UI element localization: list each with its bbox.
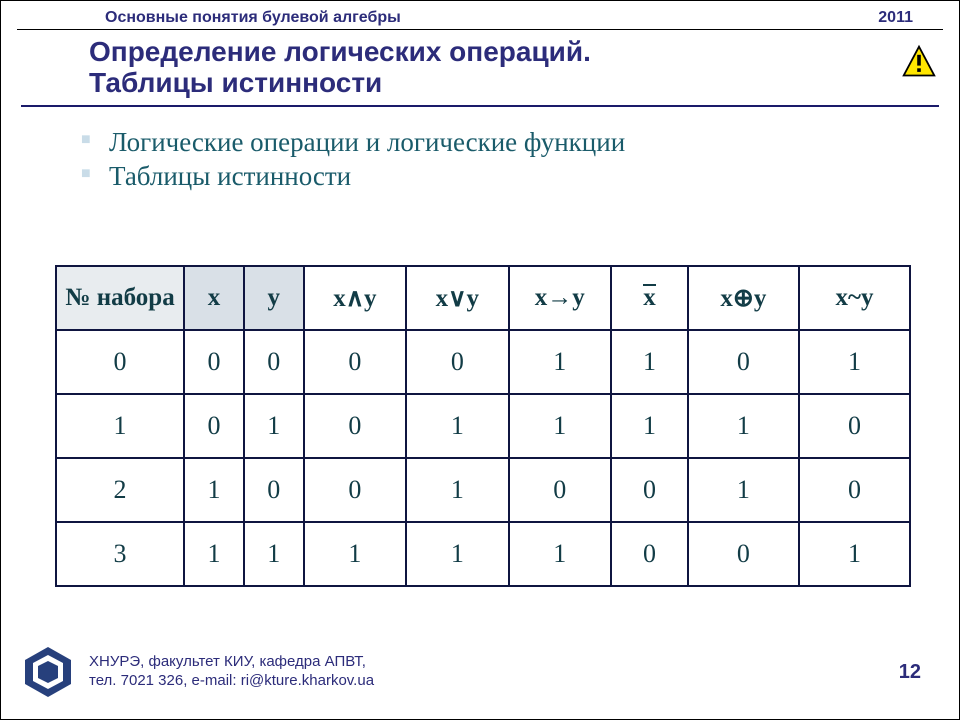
bullet-2: Таблицы истинности [81, 161, 913, 191]
table-row: 2 1 0 0 1 0 0 1 0 [56, 458, 910, 522]
cell: 0 [406, 330, 508, 394]
slide-title: Определение логических операций. Таблицы… [89, 36, 591, 99]
bullet-1: Логические операции и логические функции [81, 127, 913, 157]
cell: 1 [184, 458, 244, 522]
cell: 0 [688, 522, 799, 586]
page-number: 12 [899, 661, 921, 684]
footer-line-2: тел. 7021 326, e-mail: ri@kture.kharkov.… [89, 672, 374, 691]
title-block: Определение логических операций. Таблицы… [1, 30, 959, 105]
header-left: Основные понятия булевой алгебры [105, 9, 401, 27]
cell: 1 [688, 394, 799, 458]
cell: 0 [799, 458, 910, 522]
cell: 1 [509, 330, 611, 394]
cell: 1 [799, 522, 910, 586]
col-not-x: x [611, 266, 688, 330]
cell: 1 [799, 330, 910, 394]
table-row: 3 1 1 1 1 1 0 0 1 [56, 522, 910, 586]
cell: 1 [611, 330, 688, 394]
cell: 1 [244, 394, 304, 458]
table-header-row: № набора x y x∧y x∨y x→y x x⊕y x~y [56, 266, 910, 330]
cell: 0 [56, 330, 184, 394]
content: Логические операции и логические функции… [1, 105, 959, 191]
cell: 0 [304, 458, 406, 522]
cell: 3 [56, 522, 184, 586]
cell: 1 [304, 522, 406, 586]
footer-line-1: ХНУРЭ, факультет КИУ, кафедра АПВТ, [89, 653, 374, 672]
title-line-2: Таблицы истинности [89, 67, 591, 98]
cell: 0 [611, 522, 688, 586]
cell: 0 [244, 330, 304, 394]
title-divider [21, 105, 939, 107]
cell: 0 [688, 330, 799, 394]
cell: 1 [406, 458, 508, 522]
org-logo-icon [21, 645, 75, 699]
cell: 0 [509, 458, 611, 522]
footer-left: ХНУРЭ, факультет КИУ, кафедра АПВТ, тел.… [21, 645, 374, 699]
col-impl: x→y [509, 266, 611, 330]
cell: 0 [304, 330, 406, 394]
truth-table-wrap: № набора x y x∧y x∨y x→y x x⊕y x~y 0 0 0… [55, 265, 911, 587]
col-and: x∧y [304, 266, 406, 330]
header-right: 2011 [878, 9, 913, 27]
cell: 1 [688, 458, 799, 522]
not-x-symbol: x [643, 284, 656, 312]
warning-icon [901, 44, 937, 80]
cell: 0 [799, 394, 910, 458]
cell: 1 [406, 522, 508, 586]
title-line-1: Определение логических операций. [89, 36, 591, 67]
cell: 1 [611, 394, 688, 458]
cell: 0 [244, 458, 304, 522]
cell: 0 [184, 394, 244, 458]
cell: 1 [509, 522, 611, 586]
cell: 2 [56, 458, 184, 522]
col-x: x [184, 266, 244, 330]
footer-text: ХНУРЭ, факультет КИУ, кафедра АПВТ, тел.… [89, 653, 374, 691]
cell: 0 [611, 458, 688, 522]
slide: Основные понятия булевой алгебры 2011 Оп… [0, 0, 960, 720]
cell: 1 [244, 522, 304, 586]
truth-table: № набора x y x∧y x∨y x→y x x⊕y x~y 0 0 0… [55, 265, 911, 587]
table-row: 1 0 1 0 1 1 1 1 0 [56, 394, 910, 458]
table-row: 0 0 0 0 0 1 1 0 1 [56, 330, 910, 394]
slide-header: Основные понятия булевой алгебры 2011 [17, 1, 943, 30]
cell: 1 [184, 522, 244, 586]
col-or: x∨y [406, 266, 508, 330]
cell: 1 [56, 394, 184, 458]
cell: 1 [406, 394, 508, 458]
col-y: y [244, 266, 304, 330]
col-index: № набора [56, 266, 184, 330]
col-xor: x⊕y [688, 266, 799, 330]
footer: ХНУРЭ, факультет КИУ, кафедра АПВТ, тел.… [21, 645, 939, 699]
cell: 0 [304, 394, 406, 458]
cell: 1 [509, 394, 611, 458]
col-eqv: x~y [799, 266, 910, 330]
cell: 0 [184, 330, 244, 394]
